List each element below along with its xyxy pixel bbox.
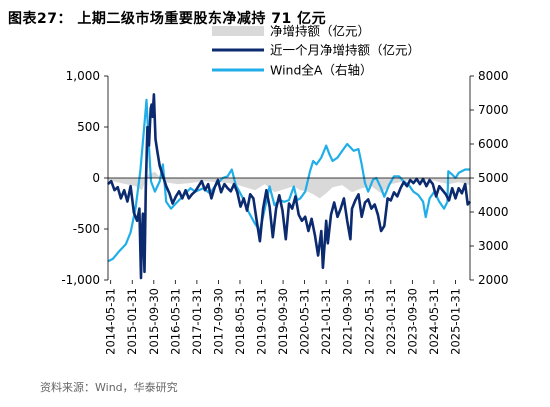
legend-label: 净增持额（亿元）	[270, 24, 370, 39]
right-tick-label: 5000	[478, 171, 509, 185]
left-tick-label: -1,000	[61, 273, 100, 287]
x-tick-label: 2014-05-31	[104, 288, 118, 355]
x-tick-label: 2021-09-30	[341, 288, 355, 355]
x-tick-label: 2023-01-31	[384, 288, 398, 355]
x-tick-label: 2023-09-30	[405, 288, 419, 355]
x-tick-label: 2022-05-31	[362, 288, 376, 355]
x-tick-label: 2024-05-31	[427, 288, 441, 355]
x-tick-label: 2019-01-31	[255, 288, 269, 355]
x-tick-label: 2017-09-30	[211, 288, 225, 355]
x-tick-label: 2021-01-31	[319, 288, 333, 355]
x-tick-label: 2018-05-31	[233, 288, 247, 355]
right-tick-label: 8000	[478, 69, 509, 83]
right-tick-label: 6000	[478, 137, 509, 151]
x-tick-label: 2015-09-30	[147, 288, 161, 355]
series-line-monthly-net	[107, 93, 472, 280]
x-tick-label: 2025-01-31	[449, 288, 463, 355]
right-tick-label: 2000	[478, 273, 509, 287]
x-tick-label: 2015-01-31	[125, 288, 139, 355]
chart-title: 图表27： 上期二级市场重要股东净减持 71 亿元	[8, 11, 327, 27]
legend-swatch-area	[212, 26, 264, 36]
right-tick-label: 3000	[478, 239, 509, 253]
left-tick-label: 500	[77, 120, 100, 134]
left-tick-label: -500	[73, 222, 100, 236]
x-tick-label: 2017-01-31	[190, 288, 204, 355]
left-tick-label: 1,000	[66, 69, 100, 83]
legend-label: 近一个月净增持额（亿元）	[270, 43, 420, 58]
x-tick-label: 2016-05-31	[168, 288, 182, 355]
x-tick-label: 2020-05-31	[298, 288, 312, 355]
right-tick-label: 7000	[478, 103, 509, 117]
x-tick-label: 2019-09-30	[276, 288, 290, 355]
source-note: 资料来源：Wind，华泰研究	[40, 381, 178, 394]
legend: 净增持额（亿元） 近一个月净增持额（亿元） Wind全A（右轴）	[212, 24, 420, 78]
left-tick-label: 0	[92, 171, 100, 185]
series-area-net-change	[108, 171, 470, 199]
legend-label: Wind全A（右轴）	[270, 63, 372, 78]
right-tick-label: 4000	[478, 205, 509, 219]
